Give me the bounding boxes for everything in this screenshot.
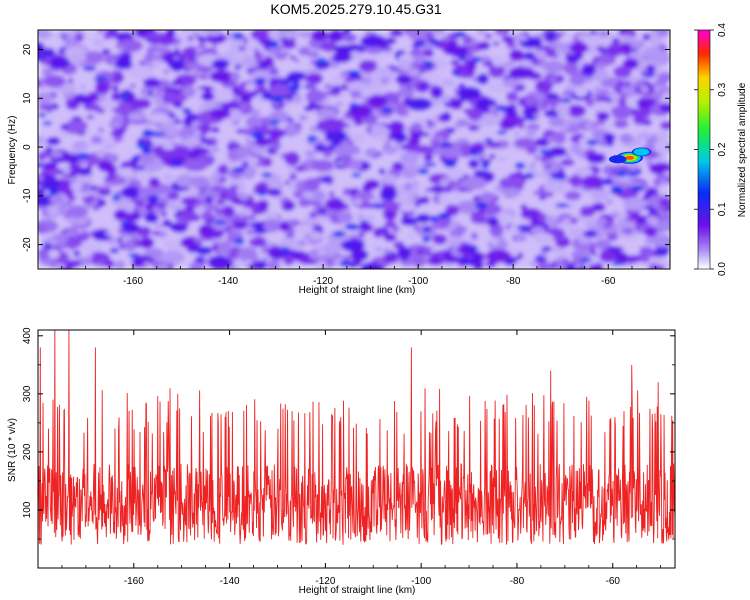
colorbar-ticks: 0.0 0.1 0.2 0.3 0.4 bbox=[694, 23, 728, 276]
spectrogram-x-tick-label: -100 bbox=[408, 276, 428, 287]
colorbar-tick-label: 0.3 bbox=[717, 82, 728, 96]
spectrogram-frame bbox=[37, 29, 671, 270]
spectrogram-y-tick-label: -20 bbox=[22, 237, 33, 252]
spectrogram-x-axis-title: Height of straight line (km) bbox=[299, 285, 416, 296]
snr-x-tick-label: -100 bbox=[411, 576, 431, 587]
snr-x-axis: -160 -140 -120 -100 -80 -60 bbox=[61, 330, 662, 587]
spectrogram-noise-field bbox=[38, 30, 670, 269]
spectrogram-y-axis: -20 -10 0 10 20 bbox=[22, 44, 670, 252]
spectrogram-x-tick-label: -80 bbox=[506, 276, 521, 287]
spectrogram-x-tick-label: -140 bbox=[218, 276, 238, 287]
snr-panel: -160 -140 -120 -100 -80 -60 100 200 300 400 Heig… bbox=[7, 327, 676, 596]
spectrogram-x-tick-label: -60 bbox=[601, 276, 616, 287]
colorbar-title: Normalized spectral amplitude bbox=[737, 82, 748, 217]
spectrogram-peak bbox=[608, 155, 627, 164]
snr-y-axis-title: SNR (10 * v/v) bbox=[7, 418, 18, 482]
spectrogram-peak bbox=[631, 147, 652, 157]
snr-x-tick-label: -120 bbox=[315, 576, 335, 587]
spectrogram-y-tick-label: -10 bbox=[22, 188, 33, 203]
page-title: KOM5.2025.279.10.45.G31 bbox=[270, 1, 442, 17]
snr-series-line bbox=[38, 330, 675, 545]
colorbar-tick-label: 0.4 bbox=[717, 23, 728, 37]
snr-y-tick-label: 400 bbox=[22, 327, 33, 344]
colorbar-tick-label: 0.2 bbox=[717, 142, 728, 156]
snr-x-tick-label: -80 bbox=[510, 576, 525, 587]
spectrogram-x-tick-label: -120 bbox=[313, 276, 333, 287]
snr-y-axis: 100 200 300 400 bbox=[22, 327, 675, 540]
colorbar-gradient bbox=[698, 30, 710, 269]
snr-x-axis-title: Height of straight line (km) bbox=[299, 585, 416, 596]
colorbar: 0.0 0.1 0.2 0.3 0.4 Normalized spectral ampl… bbox=[694, 23, 748, 276]
colorbar-tick-label: 0.0 bbox=[717, 262, 728, 276]
spectrogram-content bbox=[38, 30, 670, 269]
spectrogram-x-axis: -160 -140 -120 -100 -80 -60 bbox=[61, 30, 657, 287]
colorbar-tick-label: 0.1 bbox=[717, 202, 728, 216]
snr-x-tick-label: -60 bbox=[606, 576, 621, 587]
spectrogram-y-tick-label: 0 bbox=[22, 144, 33, 150]
spectrogram-y-tick-label: 20 bbox=[22, 44, 33, 56]
spectrogram-x-tick-label: -160 bbox=[123, 276, 143, 287]
snr-frame bbox=[37, 329, 676, 569]
spectrogram-y-axis-title: Frequency (Hz) bbox=[7, 116, 18, 185]
snr-y-tick-label: 100 bbox=[22, 501, 33, 518]
snr-y-tick-label: 300 bbox=[22, 385, 33, 402]
snr-y-tick-label: 200 bbox=[22, 443, 33, 460]
snr-x-tick-label: -160 bbox=[124, 576, 144, 587]
spectrogram-y-tick-label: 10 bbox=[22, 92, 33, 104]
snr-content bbox=[38, 330, 675, 545]
snr-x-tick-label: -140 bbox=[220, 576, 240, 587]
